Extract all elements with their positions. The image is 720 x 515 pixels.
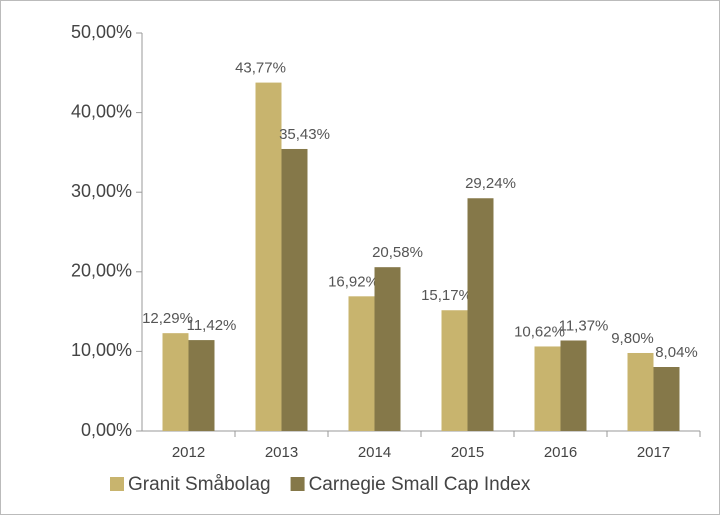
x-tick-label: 2015 <box>451 444 484 461</box>
y-tick-label: 30,00% <box>71 181 132 201</box>
value-label: 12,29% <box>142 310 193 327</box>
bar <box>653 367 680 431</box>
value-label: 35,43% <box>279 126 330 143</box>
y-tick-label: 0,00% <box>81 420 132 440</box>
value-label: 15,17% <box>421 287 472 304</box>
bar <box>162 333 189 431</box>
bar <box>348 296 375 431</box>
value-label: 10,62% <box>514 323 565 340</box>
x-tick-label: 2014 <box>358 444 391 461</box>
bar <box>467 198 494 431</box>
bar <box>374 267 401 431</box>
value-label: 29,24% <box>465 175 516 192</box>
bar <box>281 148 308 431</box>
bar <box>560 340 587 431</box>
legend-label: Granit Småbolag <box>128 474 271 495</box>
legend-swatch <box>290 477 305 491</box>
value-label: 20,58% <box>372 244 423 261</box>
bar <box>188 340 215 431</box>
legend-swatch <box>110 477 124 491</box>
value-label: 9,80% <box>611 330 654 347</box>
y-tick-label: 20,00% <box>71 261 132 281</box>
bar <box>627 352 654 431</box>
bar <box>534 346 561 431</box>
y-tick-label: 50,00% <box>71 22 132 42</box>
value-label: 8,04% <box>655 344 698 361</box>
legend-label: Carnegie Small Cap Index <box>309 474 531 495</box>
value-label: 43,77% <box>235 60 286 77</box>
x-tick-label: 2016 <box>544 444 577 461</box>
y-tick-label: 40,00% <box>71 101 132 121</box>
x-tick-label: 2012 <box>172 444 205 461</box>
x-tick-label: 2017 <box>637 444 670 461</box>
value-label: 11,42% <box>187 317 237 334</box>
x-tick-label: 2013 <box>265 444 298 461</box>
value-label: 11,37% <box>559 317 609 334</box>
bar <box>441 310 468 431</box>
bar <box>255 82 282 432</box>
y-tick-label: 10,00% <box>71 340 132 360</box>
value-label: 16,92% <box>328 273 379 290</box>
